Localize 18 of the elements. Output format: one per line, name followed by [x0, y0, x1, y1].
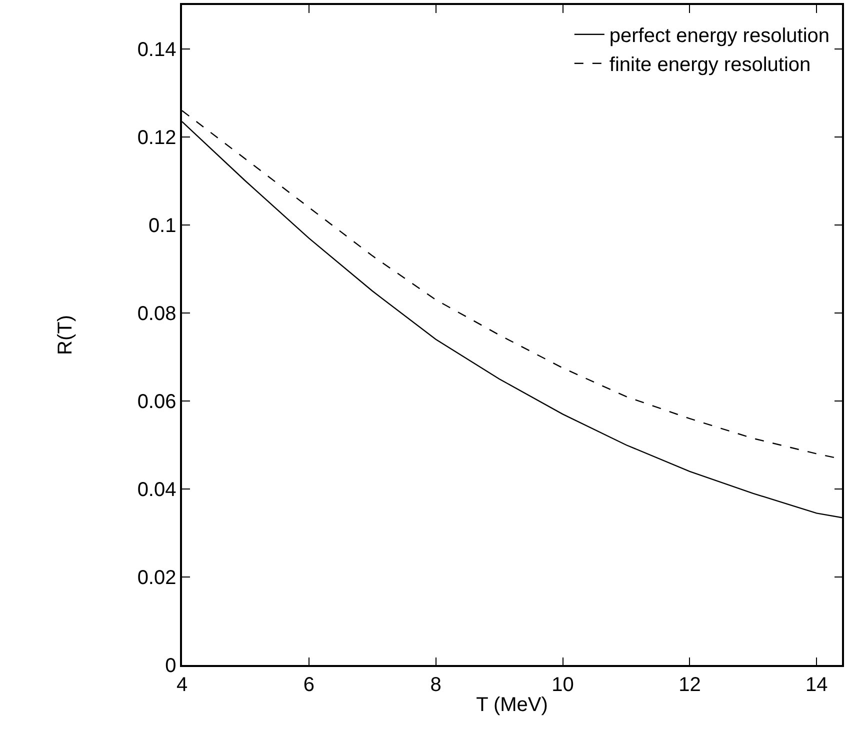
x-tick-label: 8 — [430, 674, 442, 696]
y-tick-label: 0.02 — [137, 567, 176, 589]
y-tick-label: 0.06 — [137, 391, 176, 413]
y-tick-label: 0.08 — [137, 303, 176, 325]
legend-label: finite energy resolution — [609, 54, 811, 76]
legend-label: perfect energy resolution — [609, 25, 830, 48]
x-tick-label: 10 — [552, 674, 574, 696]
y-tick-label: 0.04 — [137, 479, 176, 501]
x-tick-label: 12 — [678, 674, 701, 696]
y-tick-label: 0.12 — [137, 127, 176, 149]
x-tick-label: 14 — [805, 674, 828, 696]
x-tick-label: 6 — [303, 674, 314, 696]
y-tick-label: 0.1 — [148, 215, 176, 237]
x-axis-title: T (MeV) — [476, 694, 548, 716]
y-tick-label: 0 — [165, 655, 176, 677]
y-tick-label: 0.14 — [137, 39, 176, 61]
x-tick-label: 4 — [176, 674, 188, 696]
y-axis-title: R(T) — [54, 315, 76, 355]
